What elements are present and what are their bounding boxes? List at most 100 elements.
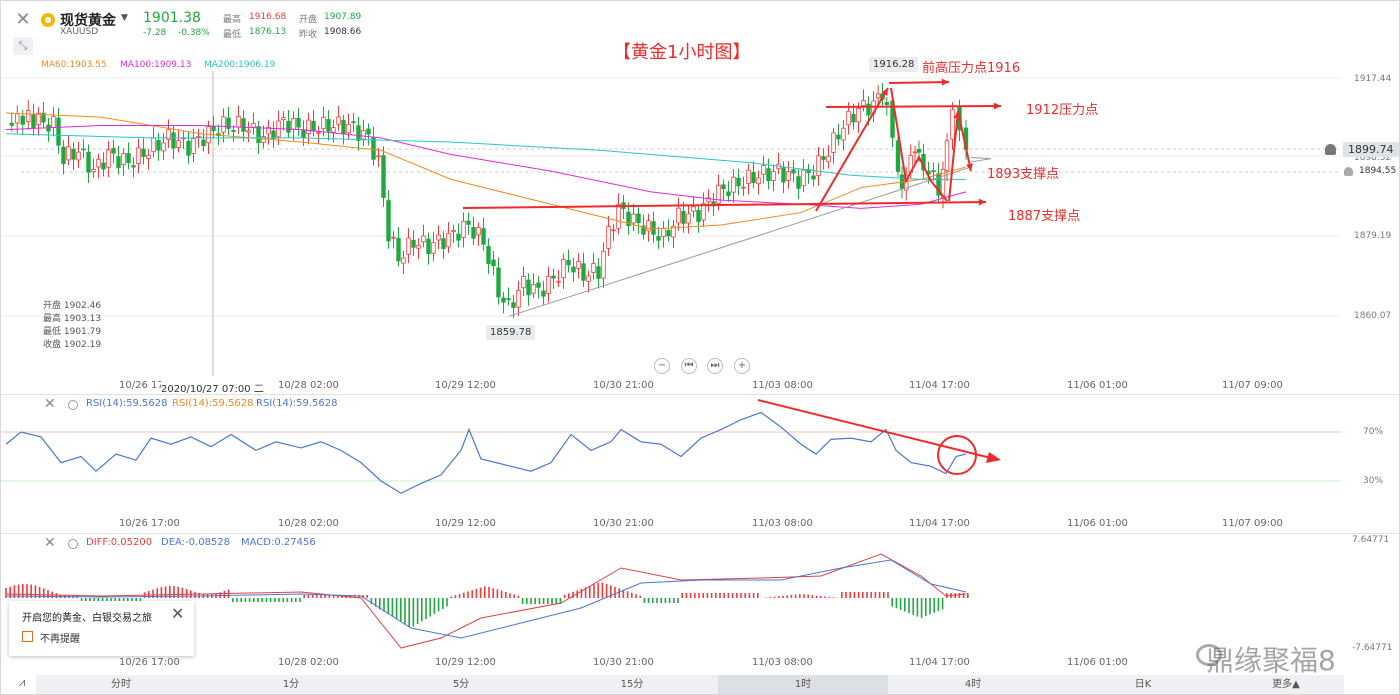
- candlestick-chart[interactable]: [1, 71, 1400, 376]
- tab-daily[interactable]: 日K: [1134, 679, 1152, 690]
- date-tick: 11/03 08:00: [752, 380, 813, 391]
- candle-up: [746, 169, 751, 184]
- candle-up: [856, 107, 861, 123]
- date-tick: 11/06 01:00: [1067, 380, 1128, 391]
- support-1893-annotation: 1893支撑点: [987, 167, 1060, 182]
- candle-up: [76, 151, 81, 161]
- candle-up: [321, 116, 326, 130]
- tab-5min[interactable]: 5分: [452, 679, 470, 690]
- candle-up: [546, 275, 551, 294]
- candle-down: [931, 170, 936, 172]
- candle-up: [616, 203, 621, 229]
- date-tick: 11/03 08:00: [752, 657, 813, 668]
- candle-up: [756, 177, 761, 185]
- candle-up: [161, 142, 166, 152]
- bounce-arrow: [948, 110, 959, 202]
- tab-timeshare[interactable]: 分时: [111, 679, 131, 690]
- rsi-chart[interactable]: [1, 396, 1400, 516]
- indicator-icon[interactable]: ⩘: [18, 675, 26, 689]
- close-icon[interactable]: ✕: [15, 9, 31, 30]
- candle-down: [141, 148, 146, 157]
- candle-down: [411, 239, 416, 248]
- candle-down: [566, 259, 571, 266]
- candle-up: [701, 203, 706, 221]
- timeframe-tabs: 分时 1分 5分 15分 1时 4时 日K 更多▲: [36, 675, 1344, 694]
- candle-up: [291, 118, 296, 130]
- trendline: [508, 166, 972, 317]
- ma200-legend: MA200:1906.19: [204, 60, 276, 70]
- dont-remind-label[interactable]: 不再提醒: [40, 634, 80, 645]
- candle-up: [601, 250, 606, 279]
- candle-down: [836, 134, 841, 140]
- candle-down: [866, 103, 871, 116]
- close-macd-icon[interactable]: ✕: [44, 535, 56, 551]
- symbol-name[interactable]: 现货黄金: [60, 13, 116, 29]
- tab-15min[interactable]: 15分: [620, 679, 644, 690]
- bell-icon[interactable]: [1344, 167, 1353, 176]
- settings-icon[interactable]: [68, 400, 78, 410]
- expand-icon[interactable]: ⤡: [13, 37, 33, 55]
- tab-more[interactable]: 更多▲: [1272, 679, 1300, 690]
- date-tick: 10/29 12:00: [435, 518, 496, 529]
- zoom-in-button[interactable]: +: [734, 358, 750, 374]
- rsi-highlight-circle: [937, 435, 977, 475]
- candle-down: [636, 213, 641, 224]
- candle-up: [246, 130, 251, 133]
- zigzag-annotation: [890, 87, 948, 202]
- scroll-right-button[interactable]: ⏭: [707, 358, 723, 374]
- candle-up: [671, 225, 676, 238]
- candle-down: [884, 102, 890, 105]
- candle-up: [846, 110, 851, 126]
- candle-down: [366, 128, 371, 135]
- scroll-left-button[interactable]: ⏮: [681, 358, 697, 374]
- ma200-line: [5, 133, 966, 180]
- macd-axis-bottom: -7.64771: [1352, 643, 1393, 653]
- macd-chart[interactable]: [1, 536, 1400, 656]
- macd-diff-line: [5, 553, 967, 649]
- dont-remind-checkbox[interactable]: [22, 631, 33, 642]
- candle-down: [86, 151, 91, 173]
- rsi-divergence-line: [757, 399, 992, 459]
- candle-up: [446, 232, 451, 248]
- candle-down: [571, 266, 576, 273]
- macd-dea-line: [5, 559, 967, 639]
- close-icon[interactable]: ✕: [171, 604, 185, 623]
- candle-up: [91, 169, 96, 173]
- bell-icon[interactable]: [1325, 144, 1336, 155]
- macd-dea-label: DEA:-0.08528: [161, 537, 231, 548]
- close-rsi-icon[interactable]: ✕: [44, 396, 56, 412]
- candle-down: [536, 282, 541, 288]
- date-tick: 10/30 21:00: [593, 657, 654, 668]
- price-change: -7.28: [143, 28, 167, 38]
- rally-arrow: [815, 87, 889, 212]
- candle-up: [26, 110, 31, 123]
- date-tick: 10/28 02:00: [278, 380, 339, 391]
- candle-down: [491, 259, 496, 267]
- candle-down: [231, 130, 236, 132]
- candle-up: [476, 227, 481, 236]
- candle-up: [576, 261, 581, 269]
- low-value: 1876.13: [249, 27, 287, 37]
- chevron-down-icon[interactable]: ▼: [121, 13, 128, 23]
- pane-divider[interactable]: [1, 394, 1399, 395]
- candle-down: [791, 169, 796, 174]
- tab-4hour[interactable]: 4时: [964, 679, 982, 690]
- price-tick: 1879.19: [1354, 231, 1392, 241]
- price-tick: 1898.32: [1354, 153, 1392, 163]
- candle-up: [251, 122, 256, 128]
- candle-down: [751, 171, 756, 184]
- tab-1hour[interactable]: 1时: [718, 675, 888, 694]
- pane-divider[interactable]: [1, 533, 1399, 534]
- candle-up: [346, 123, 351, 134]
- support-1887-line: [462, 201, 987, 209]
- candle-up: [106, 149, 111, 168]
- candle-down: [326, 119, 331, 132]
- tab-1min[interactable]: 1分: [282, 679, 300, 690]
- zoom-out-button[interactable]: −: [654, 358, 670, 374]
- candle-down: [211, 126, 216, 132]
- pullback-arrow: [957, 110, 972, 172]
- candle-up: [236, 115, 241, 128]
- settings-icon[interactable]: [68, 539, 78, 549]
- candle-down: [496, 267, 501, 298]
- candle-down: [156, 140, 161, 151]
